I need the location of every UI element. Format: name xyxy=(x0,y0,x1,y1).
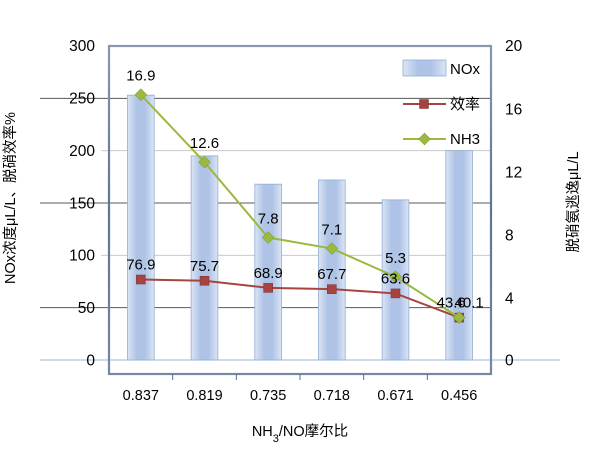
svg-text:40.1: 40.1 xyxy=(455,295,484,312)
svg-text:NOx: NOx xyxy=(450,61,481,78)
svg-text:250: 250 xyxy=(69,91,95,108)
svg-text:12.6: 12.6 xyxy=(190,135,219,152)
svg-text:效率: 效率 xyxy=(450,96,480,113)
svg-text:0: 0 xyxy=(86,353,95,370)
svg-text:16: 16 xyxy=(505,102,522,119)
svg-text:NH3: NH3 xyxy=(450,131,480,148)
svg-text:50: 50 xyxy=(78,300,96,317)
svg-text:20: 20 xyxy=(505,38,523,55)
svg-text:76.9: 76.9 xyxy=(126,257,155,274)
svg-text:0.735: 0.735 xyxy=(250,388,286,404)
svg-text:0.671: 0.671 xyxy=(377,388,413,404)
svg-text:NH3/NO摩尔比: NH3/NO摩尔比 xyxy=(252,422,348,445)
svg-text:16.9: 16.9 xyxy=(126,68,155,85)
svg-text:63.6: 63.6 xyxy=(381,270,410,287)
svg-text:75.7: 75.7 xyxy=(190,258,219,275)
svg-text:0.456: 0.456 xyxy=(441,388,477,404)
svg-text:68.9: 68.9 xyxy=(254,265,283,282)
svg-text:67.7: 67.7 xyxy=(317,266,346,283)
svg-text:0.837: 0.837 xyxy=(123,388,159,404)
svg-text:NOx浓度μL/L、脱硝效率%: NOx浓度μL/L、脱硝效率% xyxy=(2,112,19,284)
svg-text:7.1: 7.1 xyxy=(321,222,342,239)
svg-text:0.718: 0.718 xyxy=(314,388,350,404)
svg-text:5.3: 5.3 xyxy=(385,250,406,267)
svg-text:7.8: 7.8 xyxy=(258,211,279,228)
svg-text:0.819: 0.819 xyxy=(186,388,222,404)
svg-text:100: 100 xyxy=(69,248,95,265)
svg-text:8: 8 xyxy=(505,228,514,245)
svg-text:150: 150 xyxy=(69,196,95,213)
svg-text:4: 4 xyxy=(505,291,514,308)
svg-text:12: 12 xyxy=(505,165,522,182)
svg-text:200: 200 xyxy=(69,143,95,160)
svg-text:脱硝氨逃逸μL/L: 脱硝氨逃逸μL/L xyxy=(565,151,582,252)
svg-text:0: 0 xyxy=(505,353,514,370)
svg-text:300: 300 xyxy=(69,38,95,55)
